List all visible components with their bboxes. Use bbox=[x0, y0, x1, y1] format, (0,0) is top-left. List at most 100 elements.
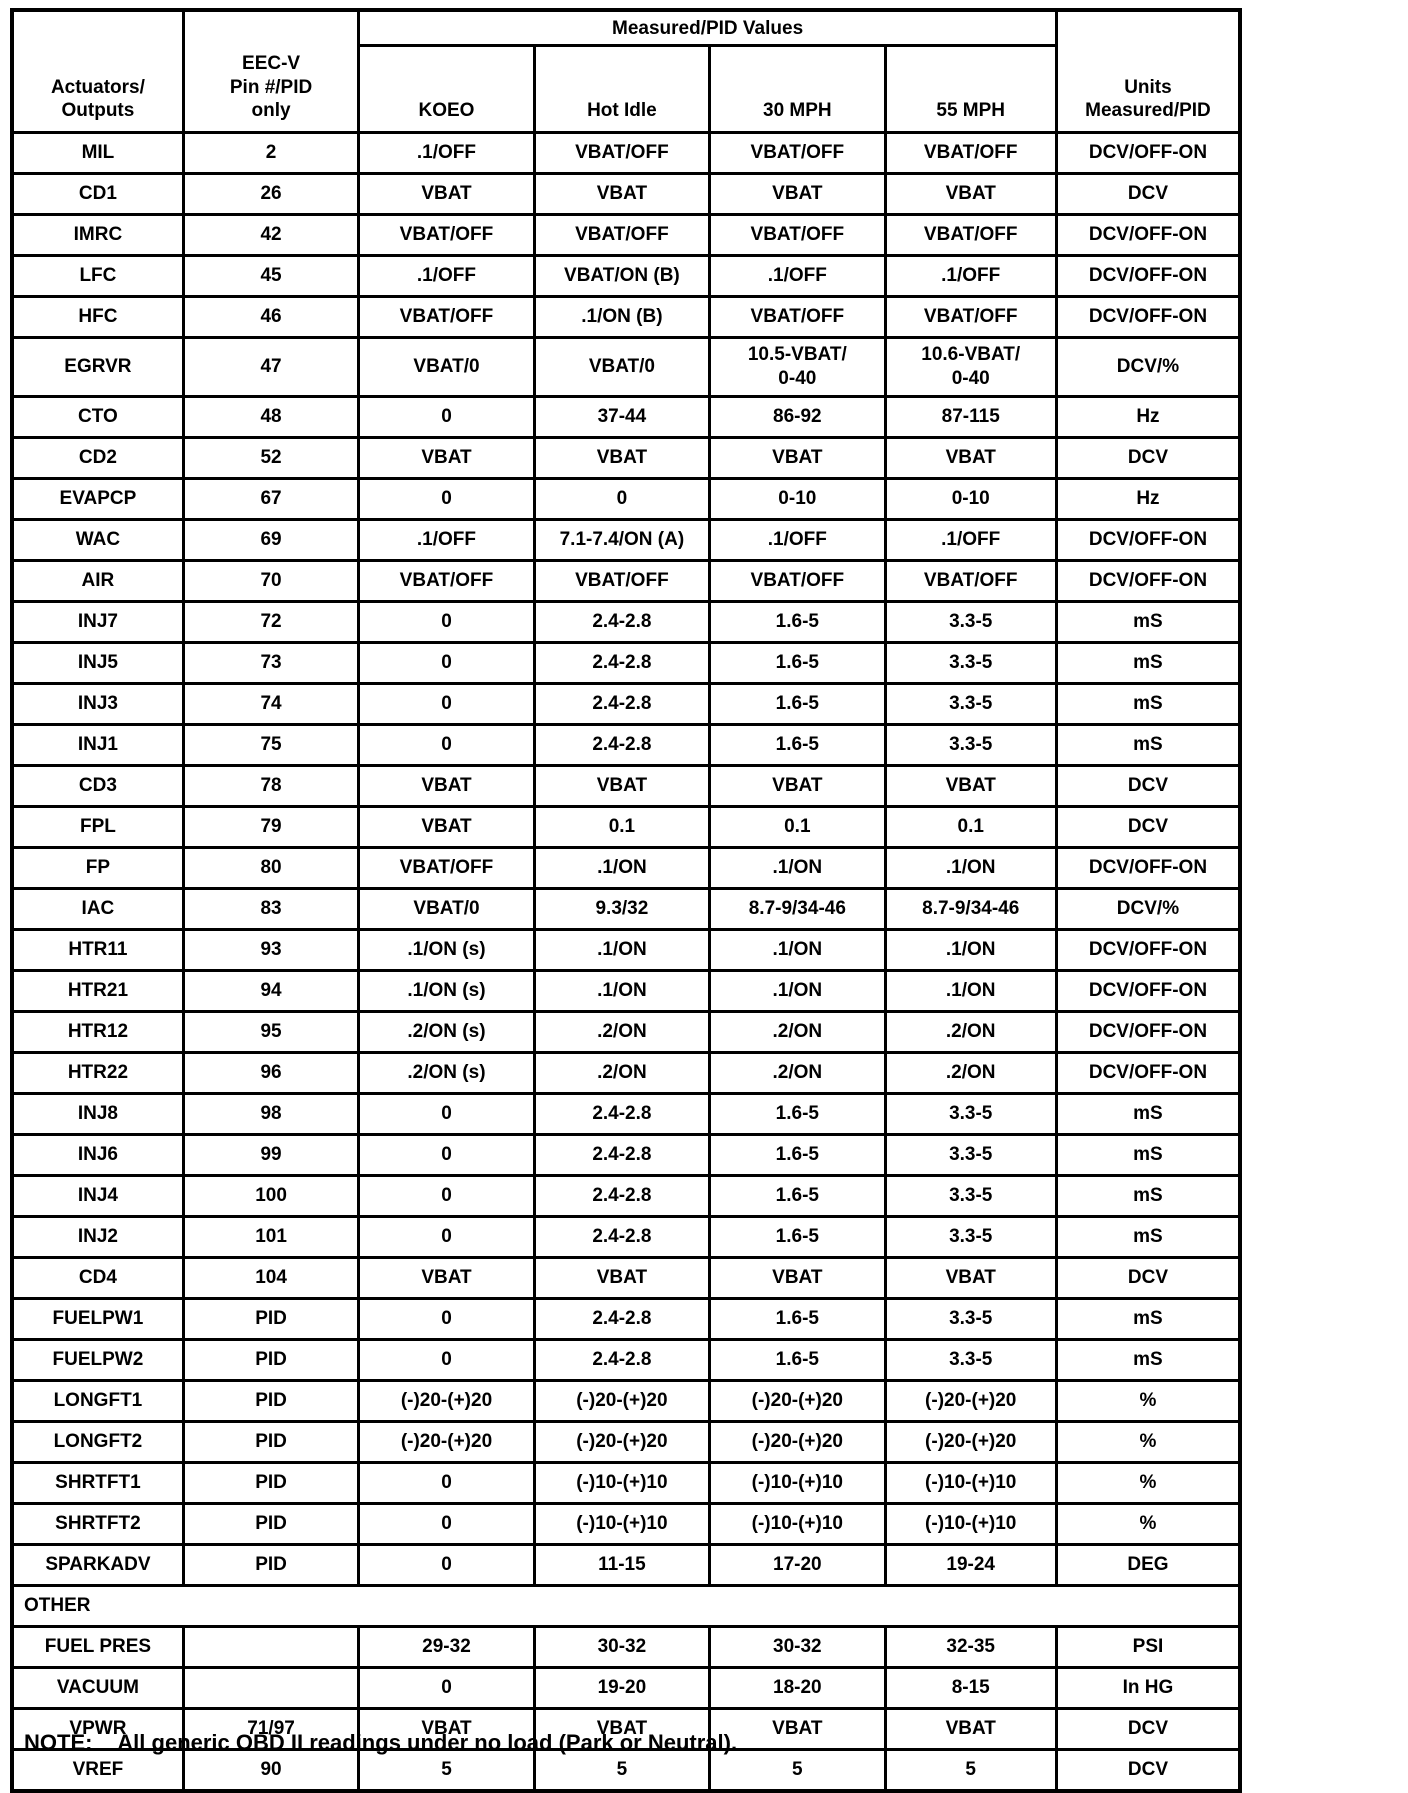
hot-idle-cell: 19-20 bbox=[532, 1665, 712, 1710]
row-label: HTR11 bbox=[10, 927, 185, 972]
row-label: CD4 bbox=[10, 1255, 185, 1300]
table-row: INJ7 72 0 2.4-2.8 1.6-5 3.3-5 mS bbox=[10, 599, 1242, 644]
row-label: SPARKADV bbox=[10, 1542, 185, 1587]
koeo-cell: VBAT/0 bbox=[357, 336, 536, 398]
mph55-cell: (-)10-(+)10 bbox=[883, 1460, 1058, 1505]
units-cell: DCV bbox=[1054, 172, 1242, 216]
row-label: FUEL PRES bbox=[10, 1624, 185, 1669]
table-row: IAC 83 VBAT/0 9.3/32 8.7-9/34-46 8.7-9/34-46 D… bbox=[10, 886, 1242, 931]
units-cell: DCV/OFF-ON bbox=[1054, 845, 1242, 890]
pin-cell: 96 bbox=[181, 1050, 361, 1095]
row-label: INJ5 bbox=[10, 640, 185, 685]
koeo-cell: 0 bbox=[357, 476, 536, 521]
mph30-cell: (-)10-(+)10 bbox=[708, 1460, 887, 1505]
table-row: CD2 52 VBAT VBAT VBAT VBAT DCV bbox=[10, 435, 1242, 480]
units-cell: PSI bbox=[1054, 1624, 1242, 1669]
hot-idle-cell: 2.4-2.8 bbox=[532, 1173, 712, 1218]
mph55-cell: VBAT/OFF bbox=[883, 213, 1058, 257]
units-cell: Hz bbox=[1054, 476, 1242, 521]
row-label: WAC bbox=[10, 517, 185, 562]
pin-cell: 74 bbox=[181, 681, 361, 726]
table-row: HTR12 95.2/ON (s) .2/ON .2/ON .2/ON DCV/OFF-O… bbox=[10, 1009, 1242, 1054]
mph55-cell: VBAT bbox=[883, 435, 1058, 480]
pin-cell: 69 bbox=[181, 517, 361, 562]
hot-idle-cell: VBAT/OFF bbox=[532, 213, 712, 257]
hot-idle-cell: 0 bbox=[532, 476, 712, 521]
pin-cell: 45 bbox=[181, 254, 361, 298]
mph55-cell: 8.7-9/34-46 bbox=[883, 886, 1058, 931]
row-label: EVAPCP bbox=[10, 476, 185, 521]
hot-idle-cell: VBAT bbox=[532, 1706, 712, 1751]
row-label: HFC bbox=[10, 295, 185, 339]
table-row: EVAPCP 67 0 0 0-10 0-10 Hz bbox=[10, 476, 1242, 521]
mph30-cell: VBAT/OFF bbox=[708, 295, 887, 339]
mph55-cell: (-)20-(+)20 bbox=[883, 1378, 1058, 1423]
units-cell: mS bbox=[1054, 640, 1242, 685]
units-cell: % bbox=[1054, 1501, 1242, 1546]
row-label: LFC bbox=[10, 254, 185, 298]
koeo-cell: VBAT bbox=[357, 1255, 536, 1300]
row-label: LONGFT2 bbox=[10, 1419, 185, 1464]
koeo-cell: 0 bbox=[357, 1501, 536, 1546]
koeo-cell: VBAT bbox=[357, 1706, 536, 1751]
units-cell: DCV/OFF-ON bbox=[1054, 517, 1242, 562]
mph30-cell: VBAT bbox=[708, 172, 887, 216]
table-row: HTR21 94.1/ON (s) .1/ON .1/ON .1/ON DCV/OFF-O… bbox=[10, 968, 1242, 1013]
koeo-cell: 0 bbox=[357, 1665, 536, 1710]
koeo-cell: .2/ON (s) bbox=[357, 1050, 536, 1095]
hot-idle-cell: .2/ON bbox=[532, 1050, 712, 1095]
pin-cell: PID bbox=[181, 1378, 361, 1423]
koeo-cell: 0 bbox=[357, 1542, 536, 1587]
mph55-cell: .2/ON bbox=[883, 1050, 1058, 1095]
table-row: HTR11 93.1/ON (s) .1/ON .1/ON .1/ON DCV/OFF-O… bbox=[10, 927, 1242, 972]
units-cell: DCV bbox=[1054, 763, 1242, 808]
pin-cell: 78 bbox=[181, 763, 361, 808]
koeo-cell: 0 bbox=[357, 722, 536, 767]
mph30-cell: 1.6-5 bbox=[708, 1132, 887, 1177]
mph55-cell: .1/OFF bbox=[883, 254, 1058, 298]
units-cell: DCV bbox=[1054, 435, 1242, 480]
hot-idle-cell: VBAT/0 bbox=[532, 336, 712, 398]
pin-cell: PID bbox=[181, 1419, 361, 1464]
units-cell: DCV/OFF-ON bbox=[1054, 968, 1242, 1013]
units-cell: DCV bbox=[1054, 1706, 1242, 1751]
row-label: AIR bbox=[10, 558, 185, 603]
koeo-cell: VBAT bbox=[357, 804, 536, 849]
koeo-cell: 0 bbox=[357, 640, 536, 685]
pin-cell bbox=[181, 1665, 361, 1710]
units-cell: DCV bbox=[1054, 1255, 1242, 1300]
table-row: LONGFT2 PID (-)20-(+)20 (-)20-(+)20 (-)20-(+… bbox=[10, 1419, 1242, 1464]
mph30-cell: 1.6-5 bbox=[708, 640, 887, 685]
koeo-cell: 0 bbox=[357, 1173, 536, 1218]
pin-cell: 75 bbox=[181, 722, 361, 767]
koeo-cell: 29-32 bbox=[357, 1624, 536, 1669]
pin-cell: PID bbox=[181, 1337, 361, 1382]
units-cell: DCV/% bbox=[1054, 336, 1242, 398]
table-row: CD3 78 VBAT VBAT VBAT VBAT DCV bbox=[10, 763, 1242, 808]
units-cell: mS bbox=[1054, 1091, 1242, 1136]
mph30-cell: 17-20 bbox=[708, 1542, 887, 1587]
hot-idle-cell: .1/ON bbox=[532, 968, 712, 1013]
hot-idle-cell: 37-44 bbox=[532, 394, 712, 439]
mph30-cell: .2/ON bbox=[708, 1050, 887, 1095]
table-row: CTO 48 0 37-44 86-92 87-115 Hz bbox=[10, 394, 1242, 439]
pin-cell: 94 bbox=[181, 968, 361, 1013]
table-row: IMRC 42 VBAT/OFF VBAT/OFF VBAT/OFF VBAT/OFF DC… bbox=[10, 213, 1242, 257]
footnote: NOTE: All generic OBD II readings under … bbox=[24, 1730, 737, 1756]
pin-cell: 26 bbox=[181, 172, 361, 216]
row-label: CD2 bbox=[10, 435, 185, 480]
mph55-cell: VBAT/OFF bbox=[883, 131, 1058, 175]
table-row: FUEL PRES 29-32 30-32 30-32 32-35 PSI bbox=[10, 1624, 1242, 1669]
pin-cell: 72 bbox=[181, 599, 361, 644]
hot-idle-cell: (-)10-(+)10 bbox=[532, 1460, 712, 1505]
mph30-cell: 1.6-5 bbox=[708, 722, 887, 767]
table-row: SHRTFT1 PID 0 (-)10-(+)10 (-)10-(+)10 (-)10-(… bbox=[10, 1460, 1242, 1505]
mph30-cell: 1.6-5 bbox=[708, 1091, 887, 1136]
pin-cell: 101 bbox=[181, 1214, 361, 1259]
header-hot-idle: Hot Idle bbox=[532, 44, 712, 134]
header-55mph: 55 MPH bbox=[883, 44, 1058, 134]
mph55-cell: 0-10 bbox=[883, 476, 1058, 521]
pin-cell: 95 bbox=[181, 1009, 361, 1054]
row-label: IAC bbox=[10, 886, 185, 931]
mph30-cell: VBAT bbox=[708, 1706, 887, 1751]
